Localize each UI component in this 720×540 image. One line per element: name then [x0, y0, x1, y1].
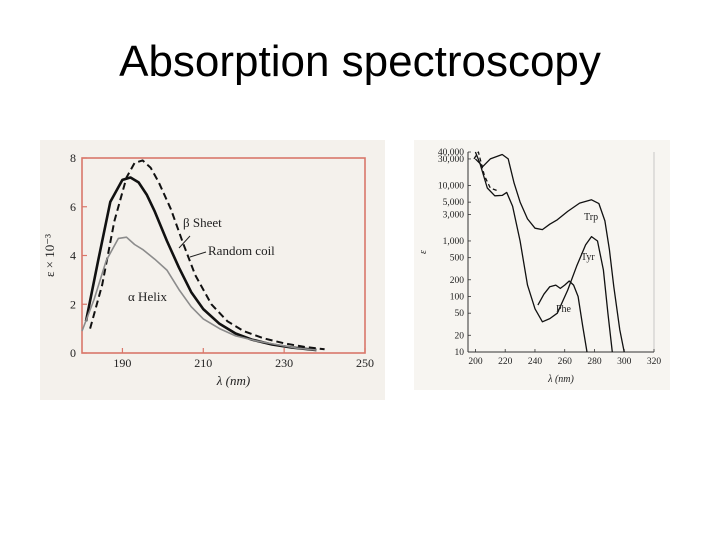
series-line-1 [84, 176, 317, 352]
left-chart-panel: 0 2 4 6 8 190 210 230 250 λ (nm) ε × 10⁻³ β Sheet Ra… [40, 140, 385, 400]
y-tick-label: 1,000 [443, 237, 465, 247]
x-axis-label: λ (nm) [216, 373, 250, 388]
y-tick-label: 6 [70, 200, 76, 214]
leader-line [189, 251, 207, 258]
annotation-tyr: Tyr [581, 252, 595, 263]
annotation-phe: Phe [556, 304, 572, 315]
series-line-0 [474, 153, 625, 353]
y-tick-label: 8 [70, 151, 76, 165]
y-tick-label: 10,000 [438, 181, 464, 191]
x-tick-label: 190 [113, 356, 131, 370]
y-tick-label: 30,000 [438, 155, 464, 165]
x-tick-label: 320 [647, 357, 662, 367]
annotation-random-coil: Random coil [208, 243, 275, 258]
y-tick-label: 2 [70, 297, 76, 311]
x-tick-label: 300 [617, 357, 632, 367]
x-tick-label: 230 [275, 356, 293, 370]
y-axis-label: ε [418, 250, 429, 254]
x-tick-label: 210 [194, 356, 212, 370]
x-tick-label: 200 [468, 357, 483, 367]
annotation-beta-sheet: β Sheet [183, 215, 222, 230]
y-tick-label: 40,000 [438, 148, 464, 158]
x-axis-label: λ (nm) [547, 374, 574, 385]
series-line-1 [474, 151, 613, 353]
leader-line [178, 235, 191, 249]
y-tick-label: 20 [455, 331, 465, 341]
y-tick-label: 4 [70, 249, 76, 263]
right-chart-panel: 10 20 50 100 200 500 1,000 3,000 5,000 10,000 30,0… [414, 140, 670, 390]
annotation-trp: Trp [584, 212, 598, 223]
cd-spectrum-chart: 0 2 4 6 8 190 210 230 250 λ (nm) ε × 10⁻³ β Sheet Ra… [42, 151, 374, 388]
y-tick-label: 5,000 [443, 198, 465, 208]
y-tick-label: 200 [450, 276, 465, 286]
x-tick-label: 240 [528, 357, 543, 367]
x-tick-label: 250 [356, 356, 374, 370]
y-tick-label: 10 [455, 348, 465, 358]
slide-title: Absorption spectroscopy [119, 37, 601, 86]
series-line-2 [537, 280, 588, 353]
x-tick-label: 220 [498, 357, 513, 367]
x-tick-label: 260 [558, 357, 573, 367]
y-tick-label: 50 [455, 309, 465, 319]
annotation-alpha-helix: α Helix [128, 289, 167, 304]
y-tick-label: 3,000 [443, 210, 465, 220]
y-tick-label: 100 [450, 292, 465, 302]
y-tick-label: 500 [450, 254, 465, 264]
series-line-2 [81, 236, 317, 351]
x-tick-label: 280 [587, 357, 602, 367]
y-tick-label: 0 [70, 346, 76, 360]
aromatic-absorption-chart: 10 20 50 100 200 500 1,000 3,000 5,000 10,000 30,0… [418, 148, 662, 385]
series-line-0 [89, 159, 325, 351]
y-axis-label: ε × 10⁻³ [42, 234, 57, 277]
